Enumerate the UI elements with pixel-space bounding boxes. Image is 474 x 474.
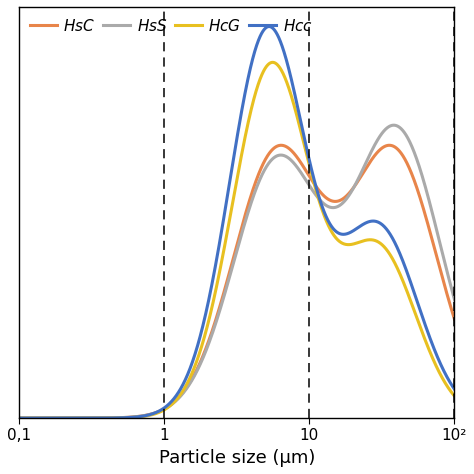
$\mathit{Hcc}$ bbox=[179, 383, 185, 389]
Legend: $\mathit{HsC}$, $\mathit{HsS}$, $\mathit{HcG}$, $\mathit{Hcc}$: $\mathit{HsC}$, $\mathit{HsS}$, $\mathit… bbox=[27, 15, 316, 36]
$\mathit{HsC}$ bbox=[468, 360, 474, 366]
$\mathit{HsS}$ bbox=[179, 392, 185, 398]
$\mathit{HsC}$ bbox=[386, 142, 392, 148]
$\mathit{HcG}$ bbox=[49, 415, 55, 421]
$\mathit{HsS}$ bbox=[468, 347, 474, 353]
$\mathit{Hcc}$ bbox=[468, 403, 474, 409]
$\mathit{HsC}$ bbox=[416, 190, 421, 196]
$\mathit{HsC}$ bbox=[49, 415, 55, 421]
$\mathit{HsS}$ bbox=[49, 415, 55, 421]
$\mathit{Hcc}$ bbox=[78, 415, 83, 421]
$\mathit{HcG}$ bbox=[179, 390, 185, 395]
$\mathit{HsC}$ bbox=[179, 391, 185, 397]
$\mathit{HcG}$ bbox=[200, 339, 206, 345]
$\mathit{HsC}$ bbox=[200, 353, 206, 359]
$\mathit{Hcc}$ bbox=[49, 415, 55, 421]
$\mathit{HcG}$ bbox=[416, 319, 421, 325]
$\mathit{HsS}$ bbox=[200, 356, 206, 361]
$\mathit{HsS}$ bbox=[78, 415, 83, 421]
Line: $\mathit{HcG}$: $\mathit{HcG}$ bbox=[0, 63, 474, 418]
$\mathit{Hcc}$ bbox=[416, 302, 421, 308]
$\mathit{HsS}$ bbox=[391, 122, 397, 128]
$\mathit{HcG}$ bbox=[468, 407, 474, 412]
$\mathit{HsC}$ bbox=[78, 415, 83, 421]
$\mathit{HcG}$ bbox=[270, 60, 275, 65]
$\mathit{Hcc}$ bbox=[266, 24, 272, 29]
X-axis label: Particle size (μm): Particle size (μm) bbox=[158, 449, 315, 467]
Line: $\mathit{HsS}$: $\mathit{HsS}$ bbox=[0, 125, 474, 418]
$\mathit{Hcc}$ bbox=[200, 323, 206, 329]
Line: $\mathit{HsC}$: $\mathit{HsC}$ bbox=[0, 145, 474, 418]
$\mathit{HcG}$ bbox=[78, 415, 83, 421]
$\mathit{HsS}$ bbox=[416, 162, 421, 167]
Line: $\mathit{Hcc}$: $\mathit{Hcc}$ bbox=[0, 27, 474, 418]
